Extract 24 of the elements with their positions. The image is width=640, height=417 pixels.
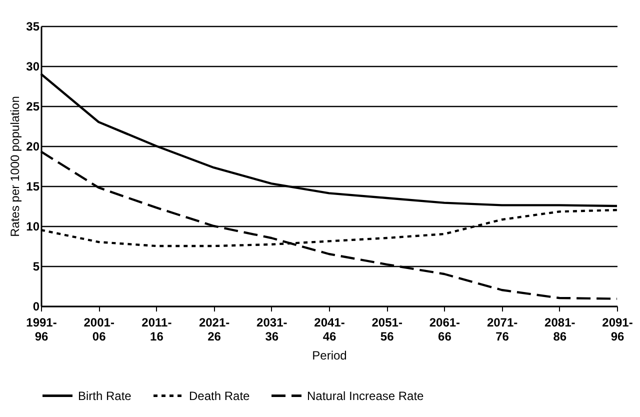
- x-tick-label: 1991-96: [26, 316, 57, 344]
- y-tick-label: 0: [32, 300, 40, 314]
- y-tick-label: 5: [32, 260, 40, 274]
- y-tick-label: 30: [26, 60, 40, 74]
- x-tick-label: 2011-16: [142, 316, 172, 344]
- legend-label: Natural Increase Rate: [307, 388, 424, 403]
- x-tick-label: 2041-46: [314, 316, 345, 344]
- y-tick-label: 25: [26, 100, 40, 114]
- y-tick-label: 10: [26, 220, 40, 234]
- x-tick-label: 2051-56: [372, 316, 402, 344]
- legend-label: Death Rate: [189, 388, 250, 403]
- x-axis-title: Period: [312, 348, 347, 362]
- x-tick-label: 2061-66: [429, 316, 460, 344]
- y-tick-label: 35: [26, 20, 40, 34]
- x-tick-label: 2001-06: [84, 316, 114, 344]
- x-tick-label: 2031-36: [256, 316, 288, 344]
- y-tick-label: 20: [26, 140, 40, 154]
- x-tick-label: 2081-86: [544, 316, 576, 344]
- y-axis-title: Rates per 1000 population: [8, 96, 22, 237]
- x-tick-label: 2091-96: [602, 316, 633, 344]
- legend-label: Birth Rate: [78, 388, 132, 403]
- x-tick-label: 2021-26: [198, 316, 230, 344]
- y-tick-label: 15: [26, 180, 40, 194]
- x-tick-label: 2071-76: [486, 316, 518, 344]
